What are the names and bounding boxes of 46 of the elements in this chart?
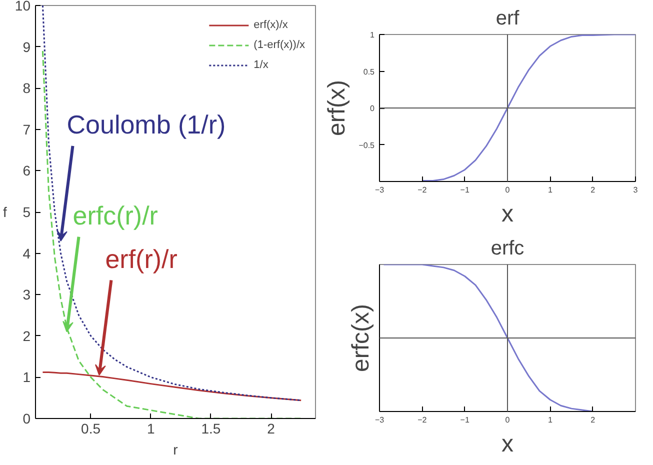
legend-label: erf(x)/x <box>254 19 288 31</box>
annotation: Coulomb (1/r) <box>66 110 226 140</box>
y-tick-label: 9 <box>22 38 31 55</box>
y-tick-label: 4 <box>22 245 31 262</box>
y-axis-title: erfc(x) <box>348 304 374 372</box>
y-tick-label: 10 <box>14 0 31 14</box>
legend-label: (1-erf(x))/x <box>254 39 305 51</box>
y-tick-label: 1 <box>22 369 31 386</box>
line-series <box>421 34 636 182</box>
y-tick-label: 0.5 <box>363 67 376 76</box>
x-tick-label: 2 <box>590 186 596 194</box>
annotation: erf(r)/r <box>105 244 178 274</box>
y-tick-label: 8 <box>22 80 31 96</box>
x-tick-label: −1 <box>460 416 470 424</box>
x-tick-label: −3 <box>374 416 385 424</box>
y-axis-title: erf(x) <box>324 80 351 136</box>
y-tick-label: 7 <box>22 121 31 138</box>
x-axis-title: x <box>502 430 514 458</box>
x-tick-label: 1 <box>548 186 553 194</box>
chart-title: erf <box>496 8 520 30</box>
legend-label: 1/x <box>254 59 270 71</box>
y-axis-title: f <box>3 204 8 220</box>
x-tick-label: 0 <box>505 416 510 424</box>
x-tick-label: 1 <box>146 420 155 436</box>
y-tick-label: 2 <box>22 328 31 344</box>
chart-title: erfc <box>490 238 524 260</box>
y-tick-label: 3 <box>22 286 31 303</box>
x-axis-title: x <box>502 200 514 228</box>
x-axis-title: r <box>173 442 178 458</box>
x-tick-label: 3 <box>633 186 638 194</box>
x-tick-label: 1.5 <box>201 420 221 436</box>
x-tick-label: 2 <box>267 420 276 436</box>
y-tick-label: 6 <box>22 162 31 179</box>
y-tick-label: −0.5 <box>358 140 376 150</box>
x-tick-label: 2 <box>590 416 596 424</box>
x-tick-label: 0 <box>505 186 510 194</box>
y-tick-label: 5 <box>22 204 31 220</box>
y-tick-label: 0 <box>370 104 376 113</box>
x-tick-label: −3 <box>374 186 385 194</box>
y-tick-label: 1 <box>370 30 376 40</box>
x-tick-label: −2 <box>418 186 428 194</box>
x-tick-label: −1 <box>460 186 470 194</box>
annotation: erfc(r)/r <box>72 200 158 231</box>
x-tick-label: −2 <box>418 416 428 424</box>
x-tick-label: 1 <box>548 416 553 424</box>
x-tick-label: 0.5 <box>81 420 101 436</box>
